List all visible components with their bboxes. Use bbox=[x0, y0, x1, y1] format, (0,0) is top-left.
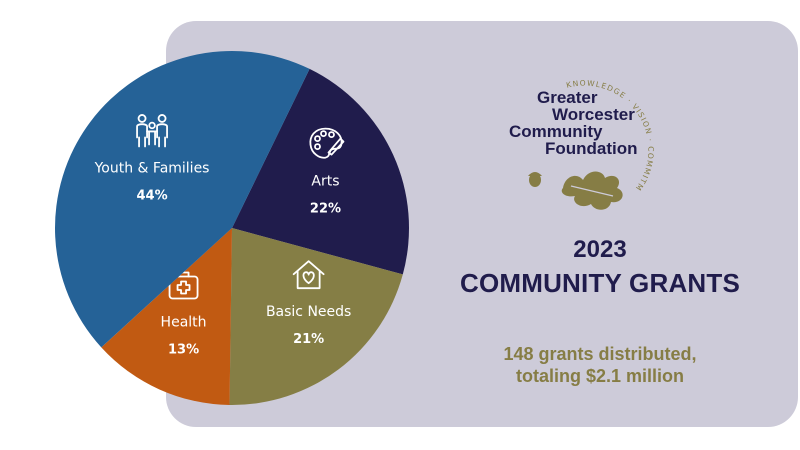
slice-label: Basic Needs bbox=[266, 304, 351, 320]
logo-line-1: Greater bbox=[537, 88, 598, 107]
palette-icon bbox=[309, 127, 345, 159]
family-icon bbox=[136, 114, 168, 148]
slice-value-label: 22% bbox=[310, 202, 341, 217]
slice-label: Youth & Families bbox=[94, 160, 210, 176]
logo-graphic: KNOWLEDGE · VISION · COMMITMENT bbox=[505, 68, 654, 210]
heading-year: 2023 bbox=[573, 236, 627, 263]
pie-slice-group-3: Youth & Families 44% bbox=[54, 50, 310, 348]
slice-value-label: 21% bbox=[293, 332, 324, 347]
summary-line-2: totaling $2.1 million bbox=[515, 366, 685, 386]
pie-slice-health bbox=[101, 228, 233, 405]
house-heart-icon bbox=[292, 260, 325, 290]
slice-label: Arts bbox=[311, 174, 339, 190]
pie-slice-basic-needs bbox=[229, 228, 403, 406]
heading-title: COMMUNITY GRANTS bbox=[459, 268, 741, 298]
foundation-logo: KNOWLEDGE · VISION · COMMITMENT Greater … bbox=[505, 68, 665, 218]
pie-slice-group-0: Arts 22% bbox=[232, 68, 409, 275]
pie-slice-youth-families bbox=[54, 50, 310, 348]
logo-line-3: Community bbox=[509, 122, 603, 141]
logo-line-4: Foundation bbox=[545, 139, 638, 158]
pie-slice-group-1: Basic Needs 21% bbox=[229, 228, 403, 406]
slice-value-label: 44% bbox=[136, 188, 167, 203]
summary-line-1: 148 grants distributed, bbox=[503, 344, 697, 364]
slice-value-label: 13% bbox=[168, 342, 199, 357]
oak-leaf-acorn-icon bbox=[528, 171, 623, 210]
logo-line-2: Worcester bbox=[552, 105, 635, 124]
pie-slice-arts bbox=[232, 68, 409, 275]
slice-label: Health bbox=[161, 314, 207, 330]
pie-slice-group-2: Health 13% bbox=[101, 228, 233, 405]
